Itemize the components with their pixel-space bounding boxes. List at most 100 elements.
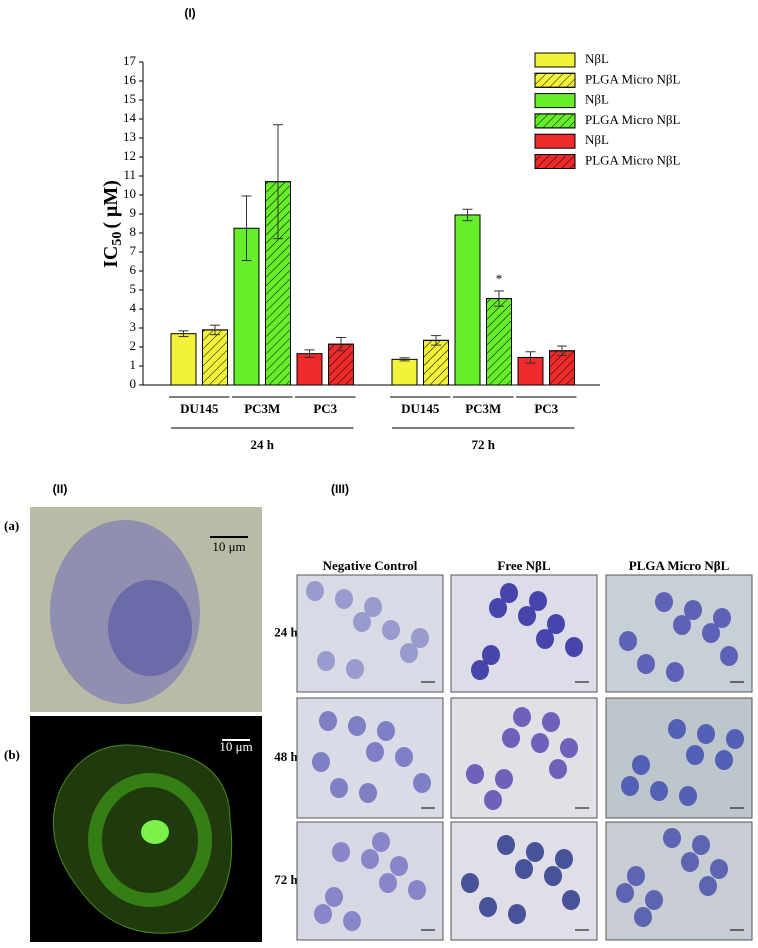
cell-nucleus — [346, 659, 364, 679]
cell-line-label: DU145 — [401, 401, 440, 416]
nucleus — [141, 820, 169, 844]
cell-nucleus — [400, 643, 418, 663]
bar-hatch — [423, 339, 449, 386]
cell-nucleus — [544, 866, 562, 886]
panel-label: (I) — [184, 6, 195, 20]
row-label: 72 h — [274, 872, 298, 887]
micrograph-grid: Negative Control Free NβL PLGA Micro NβL 24… — [274, 558, 753, 941]
cell-nucleus — [390, 856, 408, 876]
cell-nucleus — [361, 849, 379, 869]
cell-nucleus — [710, 859, 728, 879]
cell-nucleus — [411, 628, 429, 648]
cell-nucleus — [616, 883, 634, 903]
cell-nucleus — [377, 721, 395, 741]
cell-nucleus — [702, 623, 720, 643]
cell-nucleus — [529, 591, 547, 611]
cell-nucleus — [372, 832, 390, 852]
cell-nucleus — [395, 747, 413, 767]
y-tick-label: 0 — [130, 376, 137, 391]
cell-nucleus — [466, 764, 484, 784]
cell-nucleus — [497, 835, 515, 855]
y-tick-label: 16 — [123, 72, 137, 87]
y-tick-label: 8 — [130, 224, 137, 239]
column-header: PLGA Micro NβL — [629, 558, 730, 573]
y-tick-label: 17 — [123, 53, 137, 68]
y-label-unit: ( μM) — [100, 180, 122, 229]
cell-line-label: PC3M — [244, 401, 280, 416]
cell-nucleus — [508, 904, 526, 924]
cell-nucleus — [666, 662, 684, 682]
cell-nucleus — [348, 716, 366, 736]
cell-nucleus — [353, 612, 371, 632]
y-tick-label: 11 — [123, 167, 136, 182]
column-header: Negative Control — [323, 558, 418, 573]
cell-nucleus — [686, 745, 704, 765]
y-tick-label: 10 — [123, 186, 136, 201]
legend-swatch — [534, 133, 576, 149]
y-tick-label: 3 — [130, 319, 137, 334]
cell-nucleus — [621, 776, 639, 796]
y-axis-label: IC50 ( μM) — [100, 180, 126, 268]
bar — [170, 333, 197, 386]
cell-nucleus — [325, 887, 343, 907]
y-tick-label: 6 — [130, 262, 137, 277]
y-tick-label: 12 — [123, 148, 136, 163]
y-tick-label: 2 — [130, 338, 137, 353]
cell-nucleus — [306, 581, 324, 601]
x-tick-label: 72 h — [472, 437, 496, 452]
cell-nucleus — [668, 719, 686, 739]
cell-nucleus — [343, 911, 361, 931]
cell-nucleus — [560, 738, 578, 758]
cell-nucleus — [684, 600, 702, 620]
cell-nucleus — [720, 646, 738, 666]
column-header: Free NβL — [497, 558, 551, 573]
micrograph-a: 10 μm — [30, 507, 262, 712]
legend-label: NβL — [585, 92, 609, 107]
cell-nucleus — [697, 724, 715, 744]
cell-line-label: PC3 — [313, 401, 337, 416]
y-tick-label: 13 — [123, 129, 136, 144]
cell-nucleus — [681, 852, 699, 872]
panel-label: (II) — [53, 482, 68, 496]
bar — [296, 353, 323, 386]
y-tick-label: 14 — [123, 110, 137, 125]
cell-nucleus — [408, 880, 426, 900]
legend-label: NβL — [585, 132, 609, 147]
cell-nucleus — [650, 781, 668, 801]
cell-nucleus — [562, 890, 580, 910]
cell-nucleus — [542, 712, 560, 732]
cell-nucleus — [637, 654, 655, 674]
row-label: 48 h — [274, 749, 298, 764]
y-tick-label: 4 — [130, 300, 137, 315]
y-tick-label: 9 — [130, 205, 137, 220]
cell-nucleus — [627, 866, 645, 886]
cell-nucleus — [312, 752, 330, 772]
cell-nucleus — [699, 876, 717, 896]
cell-nucleus — [645, 890, 663, 910]
cell-nucleus — [484, 790, 502, 810]
cell-nucleus — [726, 729, 744, 749]
cell-nucleus — [382, 620, 400, 640]
cell-nucleus — [526, 842, 544, 862]
legend-label: PLGA Micro NβL — [585, 112, 681, 127]
cell-nucleus — [692, 835, 710, 855]
micrograph-b: 10 μm — [30, 716, 262, 942]
cell-nucleus — [515, 859, 533, 879]
cell-nucleus — [330, 778, 348, 798]
legend-hatch — [534, 113, 576, 129]
y-tick-label: 7 — [130, 243, 137, 258]
panel-label: (III) — [331, 482, 349, 496]
cell-nucleus — [663, 828, 681, 848]
legend-hatch — [534, 154, 576, 169]
cell-nucleus — [679, 786, 697, 806]
scale-label: 10 μm — [219, 739, 252, 754]
nucleus — [108, 580, 192, 676]
cell-nucleus — [536, 629, 554, 649]
cell-nucleus — [531, 733, 549, 753]
cell-nucleus — [713, 608, 731, 628]
annotation: * — [496, 271, 503, 286]
cell-nucleus — [655, 592, 673, 612]
cell-nucleus — [549, 759, 567, 779]
